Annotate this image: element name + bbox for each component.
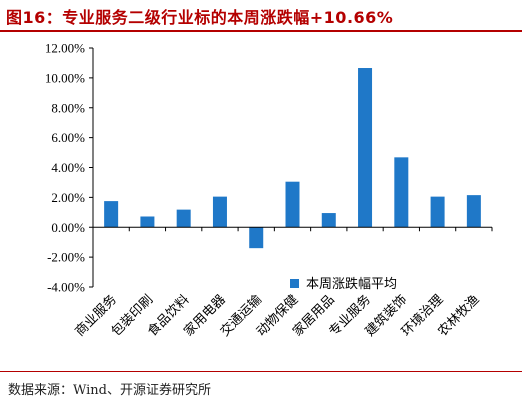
bar [212, 196, 227, 228]
chart-title: 图16：专业服务二级行业标的本周涨跌幅+10.66% [6, 8, 394, 27]
legend-label: 本周涨跌幅平均 [306, 276, 397, 292]
bar [140, 216, 155, 228]
bar [394, 157, 409, 228]
bar [430, 196, 445, 228]
y-tick-label: -2.00% [47, 250, 85, 265]
y-tick-label: 8.00% [51, 100, 85, 115]
source-note: 数据来源：Wind、开源证券研究所 [8, 383, 211, 398]
bar-chart: -4.00% -2.00% 0.00% 2.00% 4.00% 6.00% 8.00% 10.… [45, 41, 493, 340]
y-tick-label: 12.00% [45, 41, 85, 56]
bar [104, 201, 119, 228]
bar [176, 209, 191, 228]
footer-divider [0, 371, 522, 372]
title-divider [0, 30, 522, 32]
bar [285, 181, 300, 228]
y-tick-label: -4.00% [47, 280, 85, 295]
bar [321, 213, 336, 228]
bar [249, 227, 264, 249]
y-tick-label: 2.00% [51, 190, 85, 205]
y-tick-label: 4.00% [51, 160, 85, 175]
legend-swatch [290, 279, 299, 288]
bar [358, 68, 373, 228]
y-tick-label: 0.00% [51, 220, 85, 235]
y-tick-label: 6.00% [51, 130, 85, 145]
y-tick-label: 10.00% [45, 70, 85, 85]
bar [466, 195, 481, 228]
